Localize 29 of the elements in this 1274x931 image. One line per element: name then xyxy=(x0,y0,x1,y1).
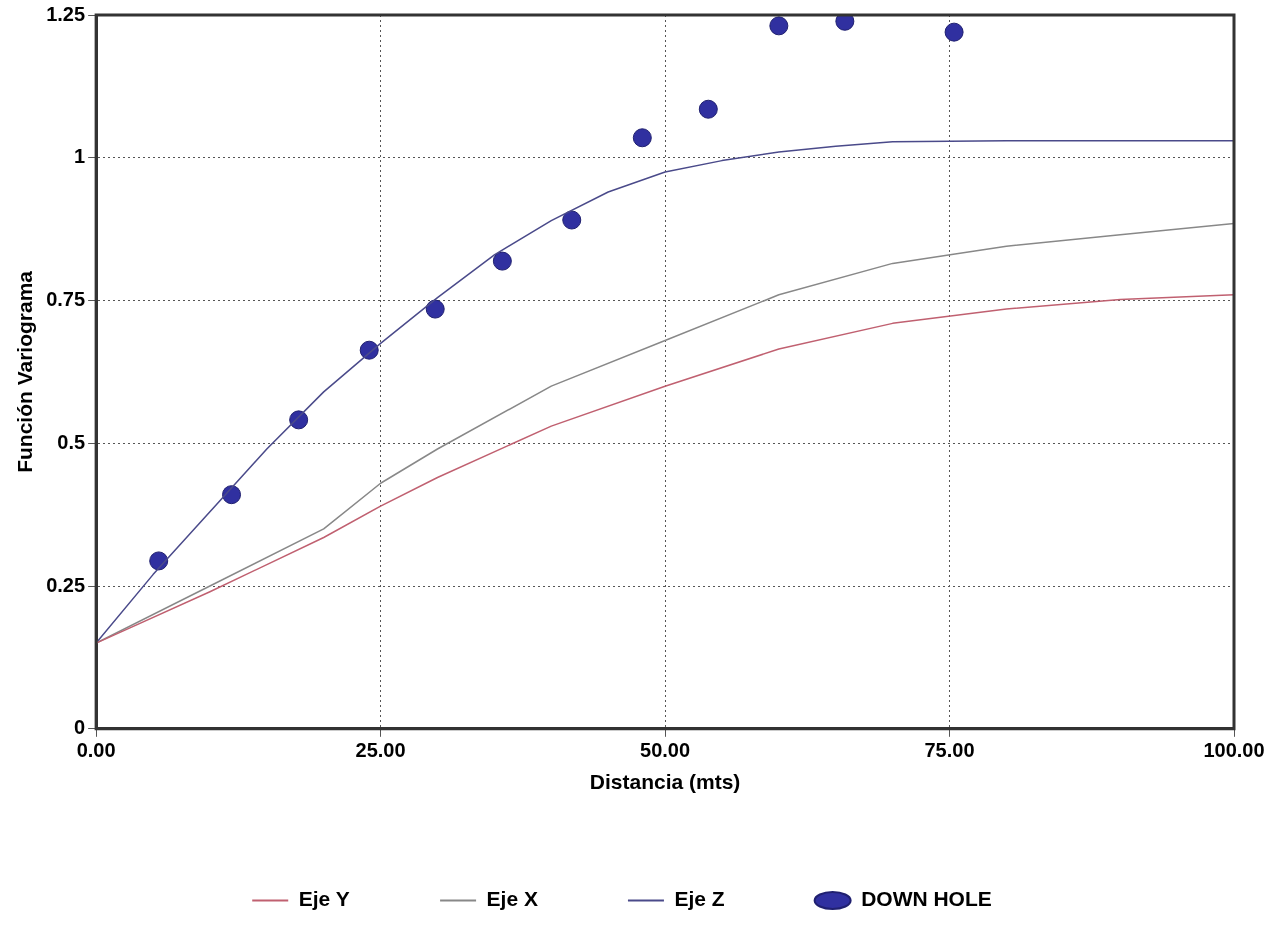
y-tick-label: 1 xyxy=(74,145,86,168)
x-tick-label: 25.00 xyxy=(355,739,406,762)
y-tick-label: 0.5 xyxy=(57,430,86,453)
x-tick-label: 100.00 xyxy=(1203,739,1265,762)
legend-label: DOWN HOLE xyxy=(861,887,992,911)
point xyxy=(698,99,718,119)
y-tick-label: 0 xyxy=(74,716,86,739)
point xyxy=(492,251,512,271)
point xyxy=(769,16,789,36)
point xyxy=(289,410,309,430)
legend-label: Eje X xyxy=(486,887,538,911)
point xyxy=(359,340,379,360)
y-axis-title: Función Variograma xyxy=(13,270,37,473)
point xyxy=(149,551,169,571)
y-tick-label: 0.75 xyxy=(46,288,86,311)
legend-label: Eje Z xyxy=(674,887,725,911)
y-tick-label: 0.25 xyxy=(46,573,86,596)
point xyxy=(425,299,445,319)
point xyxy=(632,128,652,148)
point xyxy=(835,15,855,31)
x-tick-label: 0.00 xyxy=(76,739,116,762)
point xyxy=(222,485,242,505)
point xyxy=(562,210,582,230)
x-tick-label: 75.00 xyxy=(924,739,975,762)
x-axis-title: Distancia (mts) xyxy=(589,770,741,794)
legend-label: Eje Y xyxy=(298,887,350,911)
x-tick-label: 50.00 xyxy=(640,739,691,762)
point xyxy=(944,22,964,42)
y-tick-label: 1.25 xyxy=(46,2,86,25)
